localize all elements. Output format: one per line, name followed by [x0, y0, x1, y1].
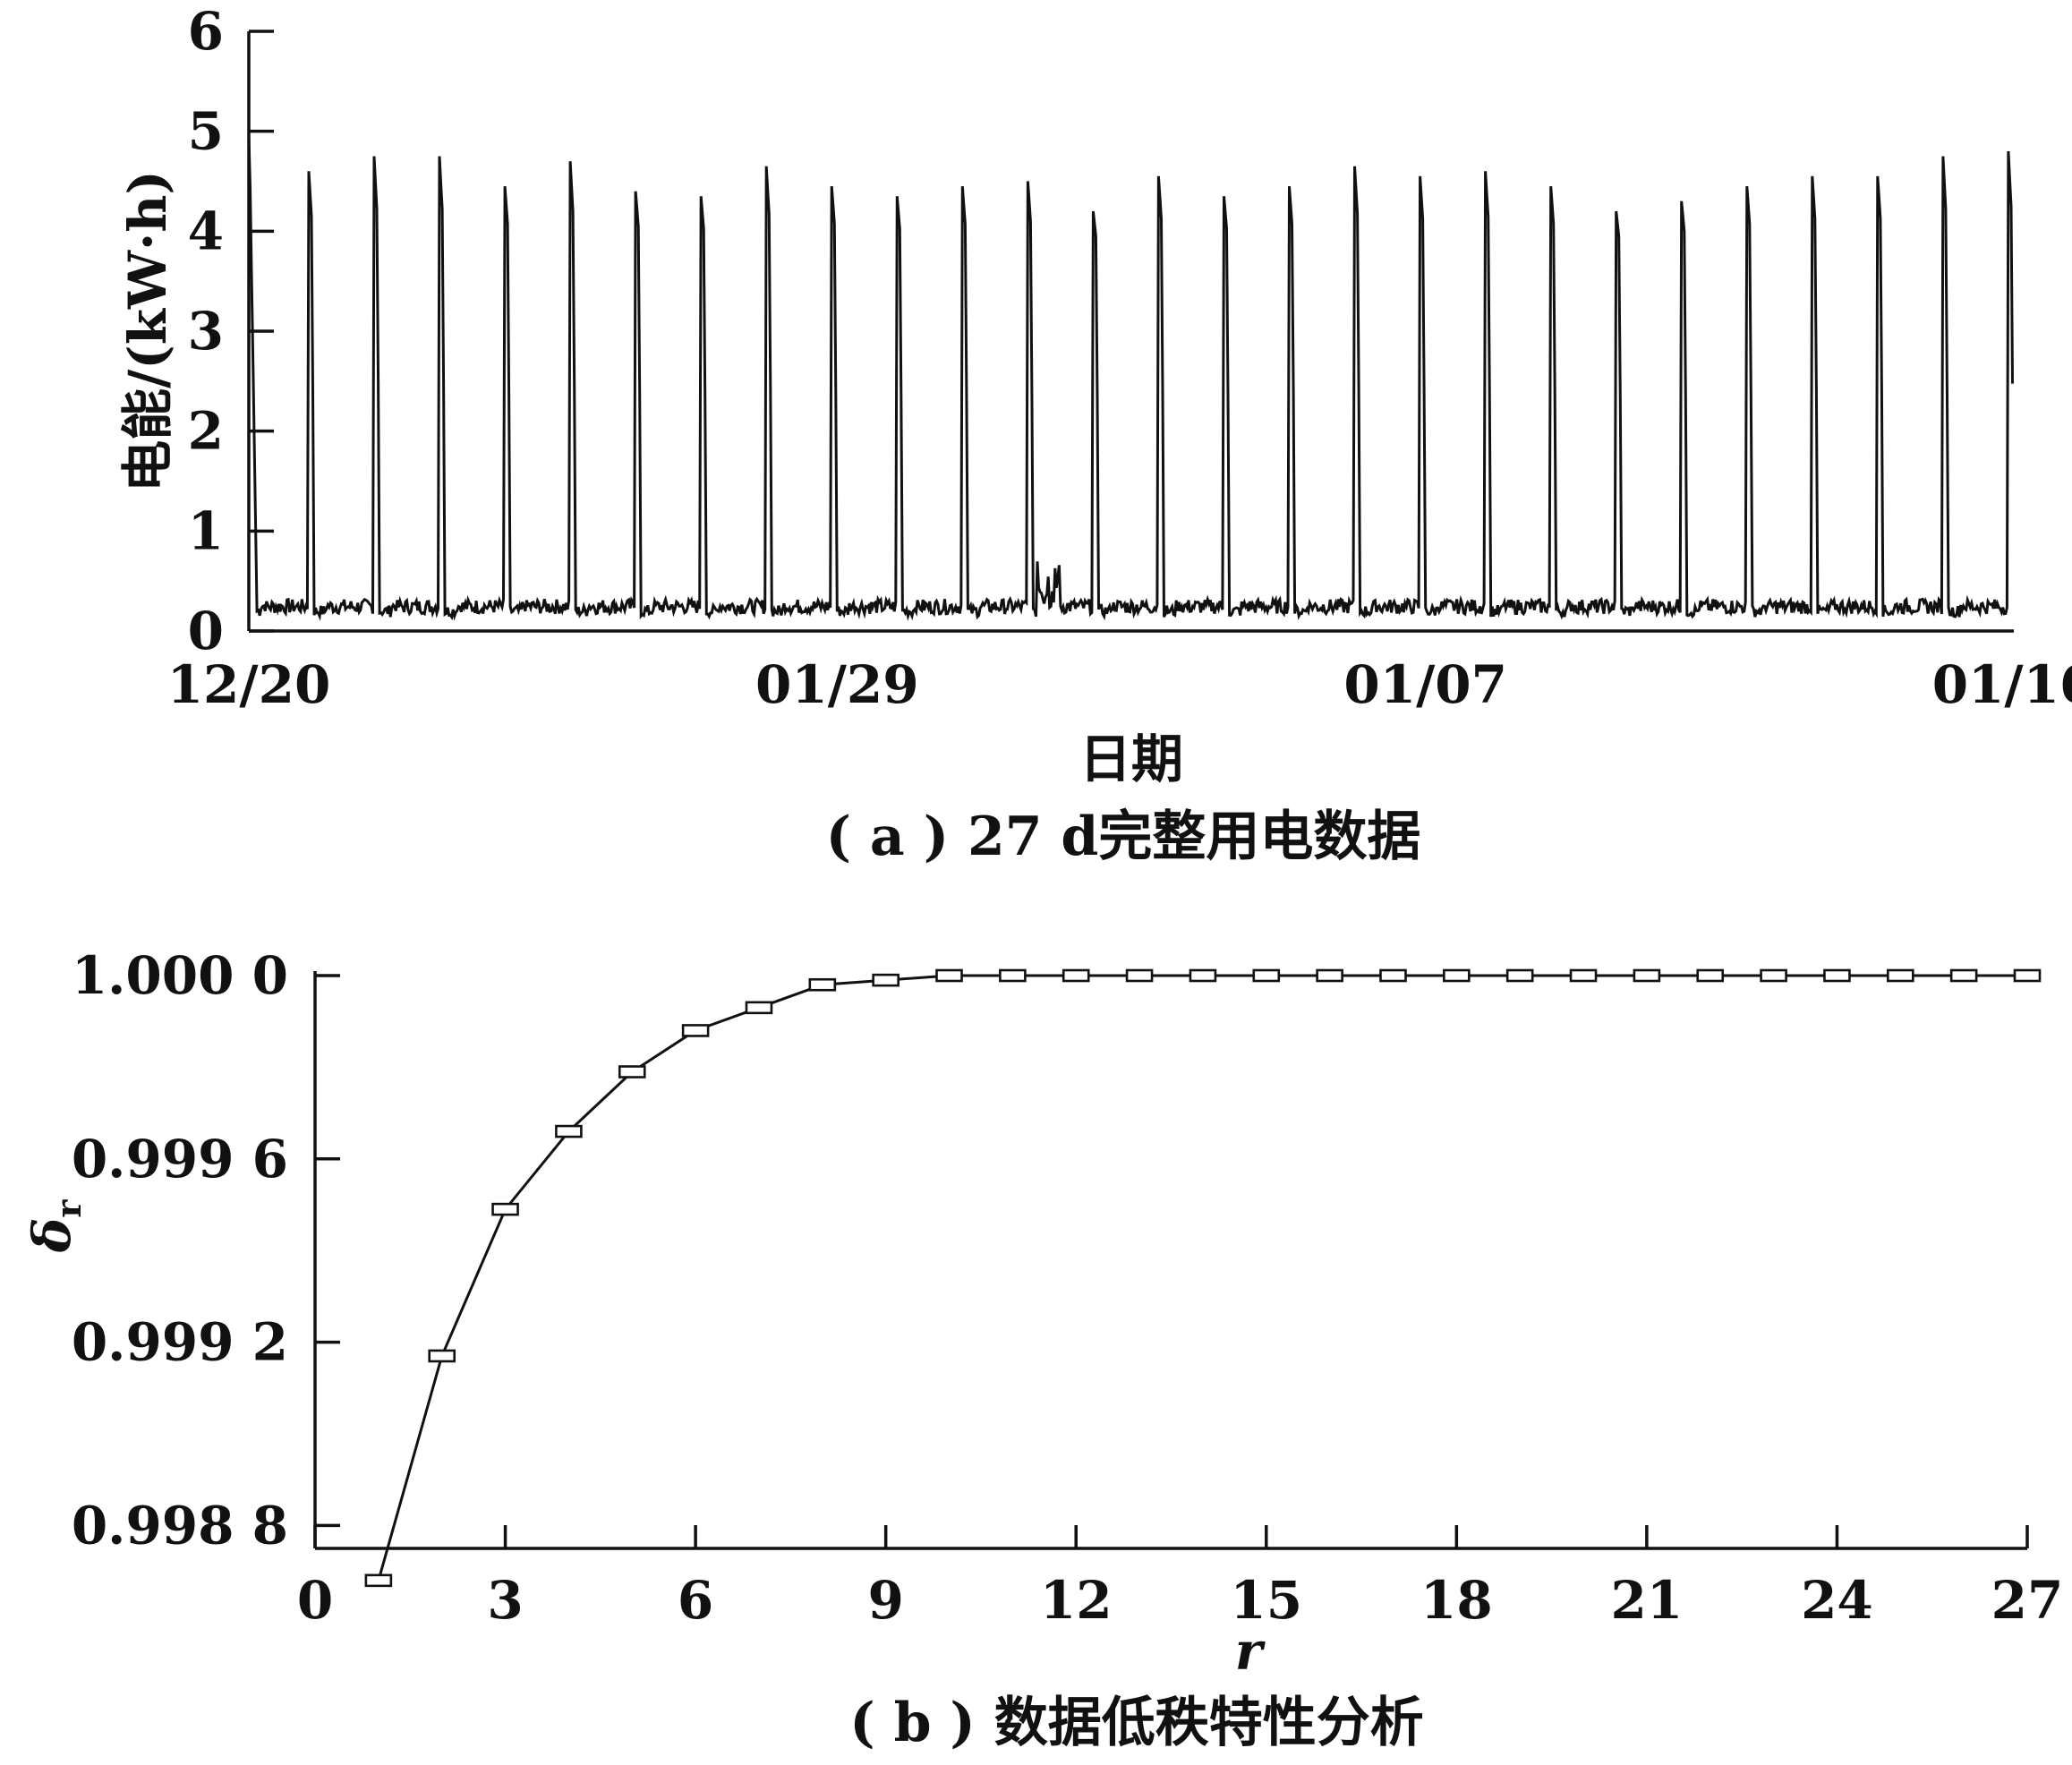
- chart-a-y-tick-label: 4: [188, 200, 224, 261]
- chart-b-data-point: [491, 1202, 519, 1216]
- chart-b-axes: 0.998 8 0.999 2 0.999 6 1.000 0 0 3 6 9 12 15 18 21…: [72, 945, 2064, 1631]
- chart-b-x-tick-label: 12: [1040, 1570, 1113, 1631]
- chart-b-data-point: [745, 1001, 773, 1015]
- chart-b-data-point: [1062, 968, 1090, 983]
- chart-a-y-tick-label: 3: [188, 301, 224, 362]
- chart-b-data-point: [1316, 968, 1343, 983]
- chart-b-y-tick-label: 0.999 6: [72, 1129, 288, 1189]
- chart-b-data-point: [681, 1024, 710, 1037]
- chart-b-data-point: [555, 1124, 583, 1138]
- chart-a-y-tick-label: 5: [188, 101, 224, 162]
- chart-b-data-point: [935, 968, 963, 983]
- chart-a-x-axis-label: 日期: [1079, 729, 1183, 789]
- chart-b-data-point: [1505, 968, 1534, 983]
- chart-a-x-tick-label: 01/07: [1343, 654, 1507, 715]
- chart-b-y-axis-label: δr: [21, 1199, 89, 1254]
- chart-b-data-point: [999, 968, 1027, 983]
- chart-b-data-point: [1949, 968, 1978, 983]
- chart-b-data-point: [1633, 968, 1661, 983]
- chart-b-y-axis-symbol: δ: [21, 1218, 82, 1254]
- chart-b-data-point: [1569, 968, 1598, 983]
- chart-a-y-axis-label: 电能/(kW·h): [117, 170, 178, 492]
- chart-a-series-line: [247, 136, 2014, 622]
- chart-a-y-tick-label: 1: [188, 500, 224, 561]
- chart-a-axes: 0 1 2 3 4 5 6 12/20 01/29 01/07 01/16: [167, 1, 2072, 715]
- chart-b-data-point: [1696, 968, 1725, 983]
- chart-b-x-tick-label: 6: [678, 1570, 713, 1631]
- chart-b-x-tick-label: 24: [1801, 1570, 1873, 1631]
- chart-b-x-tick-label: 21: [1611, 1570, 1684, 1631]
- chart-a-caption: ( a ) 27 d完整用电数据: [826, 806, 1421, 868]
- chart-a-x-tick-label: 01/29: [755, 654, 919, 715]
- chart-b-data-point: [1189, 968, 1217, 983]
- chart-b-data-point: [808, 977, 837, 992]
- chart-b-data-point: [428, 1349, 456, 1363]
- chart-b-data-point: [364, 1573, 393, 1588]
- chart-b-data-point: [1823, 968, 1851, 983]
- chart-b-data-point: [1379, 968, 1407, 983]
- chart-b-data-point: [872, 973, 900, 987]
- chart-b-caption: ( b ) 数据低秩特性分析: [849, 1692, 1423, 1754]
- chart-b-data-point: [2013, 968, 2042, 983]
- chart-b-y-tick-label: 1.000 0: [72, 945, 288, 1006]
- chart-b-x-tick-label: 0: [297, 1570, 333, 1631]
- chart-a-x-tick-label: 01/16: [1932, 654, 2072, 715]
- chart-b-data-point: [1886, 968, 1914, 983]
- chart-a-x-tick-label: 12/20: [167, 654, 331, 715]
- chart-b-y-tick-label: 0.999 2: [72, 1312, 288, 1373]
- chart-a-y-tick-label: 0: [188, 601, 224, 661]
- chart-b-x-axis-label: r: [1235, 1621, 1266, 1682]
- chart-b: 0.998 8 0.999 2 0.999 6 1.000 0 0 3 6 9 12 15 18 21…: [21, 945, 2063, 1754]
- chart-b-data-point: [1760, 968, 1787, 983]
- chart-b-x-tick-label: 9: [867, 1570, 903, 1631]
- chart-b-series: [364, 968, 2042, 1588]
- chart-a-y-tick-label: 6: [188, 1, 224, 62]
- chart-b-x-tick-label: 15: [1230, 1570, 1302, 1631]
- chart-a: 0 1 2 3 4 5 6 12/20 01/29 01/07 01/16 日期 电能/(kW·h)…: [117, 1, 2072, 868]
- chart-a-y-tick-label: 2: [188, 401, 224, 462]
- chart-b-y-tick-label: 0.998 8: [72, 1495, 288, 1556]
- chart-b-data-point: [1252, 968, 1281, 983]
- chart-b-x-tick-label: 18: [1420, 1570, 1493, 1631]
- chart-b-y-axis-subscript: r: [48, 1199, 89, 1218]
- chart-b-x-tick-label: 27: [1991, 1570, 2064, 1631]
- chart-b-data-point: [1125, 968, 1154, 983]
- chart-a-series: [247, 136, 2014, 622]
- chart-b-x-tick-label: 3: [487, 1570, 523, 1631]
- chart-b-data-point: [1443, 968, 1471, 983]
- chart-b-data-point: [618, 1065, 646, 1079]
